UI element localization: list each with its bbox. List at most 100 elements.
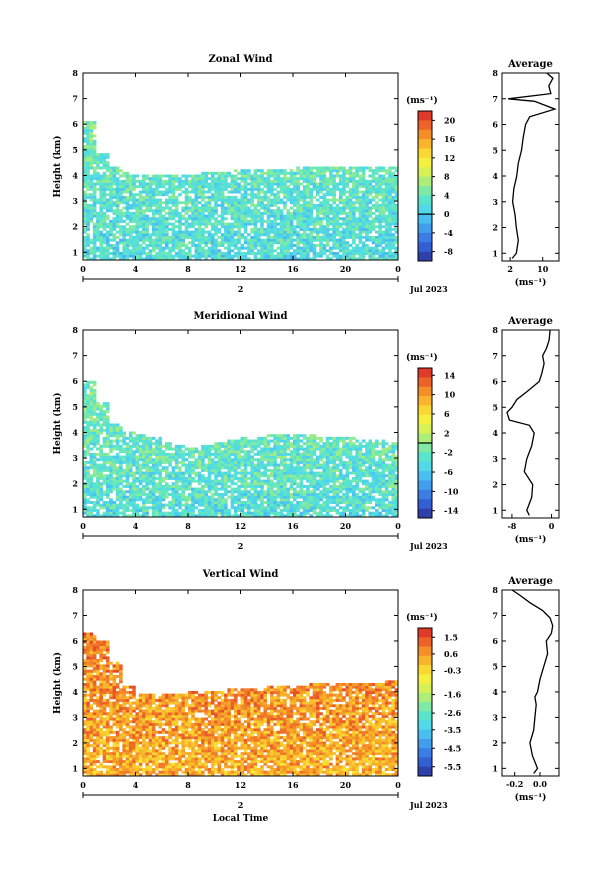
heatmap-cell: [279, 508, 284, 512]
heatmap-cell: [329, 460, 333, 464]
heatmap-cell: [178, 182, 182, 186]
heatmap-cell: [338, 201, 343, 205]
heatmap-cell: [194, 179, 199, 183]
heatmap-cell: [332, 235, 336, 239]
heatmap-cell: [151, 195, 156, 199]
heatmap-cell: [135, 455, 140, 459]
heatmap-cell: [92, 241, 97, 245]
heatmap-cell: [142, 230, 146, 234]
heatmap-cell: [132, 450, 136, 454]
heatmap-cell: [168, 195, 172, 199]
heatmap-cell: [384, 185, 389, 189]
heatmap-cell: [319, 508, 323, 512]
heatmap-cell: [243, 442, 248, 446]
heatmap-cell: [115, 506, 120, 510]
heatmap-cell: [299, 198, 304, 202]
heatmap-cell: [217, 190, 222, 194]
heatmap-cell: [293, 492, 297, 496]
heatmap-cell: [266, 190, 271, 194]
heatmap-cell: [86, 209, 90, 213]
heatmap-cell: [155, 257, 159, 261]
heatmap-cell: [138, 492, 143, 496]
heatmap-cell: [125, 458, 130, 462]
heatmap-cell: [181, 471, 186, 475]
heatmap-cell: [319, 177, 323, 181]
heatmap-cell: [266, 211, 271, 215]
heatmap-cell: [342, 246, 346, 250]
heatmap-cell: [260, 498, 264, 502]
heatmap-cell: [83, 254, 87, 258]
heatmap-cell: [89, 203, 94, 207]
heatmap-cell: [266, 455, 271, 459]
heatmap-cell: [214, 484, 218, 488]
heatmap-cell: [329, 487, 333, 491]
heatmap-cell: [302, 452, 307, 456]
heatmap-cell: [86, 484, 90, 488]
heatmap-cell: [319, 495, 323, 499]
heatmap-cell: [332, 211, 336, 215]
heatmap-cell: [302, 243, 307, 247]
heatmap-cell: [299, 458, 304, 462]
heatmap-cell: [227, 241, 231, 245]
heatmap-cell: [270, 506, 274, 510]
heatmap-cell: [233, 251, 238, 255]
heatmap-cell: [322, 249, 327, 253]
heatmap-cell: [171, 492, 176, 496]
heatmap-cell: [325, 209, 330, 213]
heatmap-cell: [161, 444, 166, 448]
heatmap-cell: [250, 468, 254, 472]
heatmap-cell: [151, 243, 156, 247]
heatmap-cell: [86, 439, 90, 443]
heatmap-cell: [365, 217, 369, 221]
heatmap-cell: [394, 230, 399, 234]
heatmap-cell: [237, 230, 241, 234]
heatmap-cell: [394, 177, 399, 181]
heatmap-cell: [142, 198, 146, 202]
heatmap-cell: [279, 492, 284, 496]
heatmap-cell: [243, 217, 248, 221]
heatmap-cell: [214, 203, 218, 207]
heatmap-cell: [309, 466, 313, 470]
heatmap-cell: [355, 198, 359, 202]
heatmap-cell: [286, 490, 291, 494]
heatmap-cell: [342, 233, 346, 237]
heatmap-cell: [358, 190, 363, 194]
heatmap-cell: [296, 190, 300, 194]
heatmap-cell: [224, 479, 228, 483]
heatmap-cell: [253, 187, 258, 191]
heatmap-cell: [279, 490, 284, 494]
heatmap-cell: [391, 233, 396, 237]
heatmap-cell: [270, 182, 274, 186]
heatmap-cell: [273, 254, 277, 258]
heatmap-cell: [138, 209, 143, 213]
heatmap-cell: [181, 209, 186, 213]
heatmap-cell: [210, 487, 215, 491]
heatmap-cell: [92, 466, 97, 470]
heatmap-cell: [293, 479, 297, 483]
heatmap-cell: [240, 254, 245, 258]
heatmap-cell: [174, 490, 179, 494]
heatmap-cell: [158, 243, 163, 247]
heatmap-cell: [86, 163, 90, 167]
heatmap-cell: [371, 227, 376, 231]
heatmap-cell: [299, 203, 304, 207]
heatmap-cell: [99, 153, 103, 157]
heatmap-cell: [325, 193, 330, 197]
heatmap-cell: [184, 458, 189, 462]
heatmap-cell: [276, 500, 281, 504]
heatmap-cell: [302, 195, 307, 199]
heatmap-cell: [204, 182, 208, 186]
heatmap-cell: [279, 468, 284, 472]
heatmap-cell: [260, 249, 264, 253]
heatmap-cell: [158, 503, 163, 507]
heatmap-cell: [325, 206, 330, 210]
heatmap-cell: [89, 193, 94, 197]
heatmap-cell: [276, 179, 281, 183]
heatmap-cell: [201, 177, 205, 181]
heatmap-cell: [345, 230, 350, 234]
heatmap-cell: [381, 169, 386, 173]
heatmap-cell: [138, 249, 143, 253]
heatmap-cell: [276, 442, 281, 446]
heatmap-cell: [158, 246, 163, 250]
heatmap-cell: [240, 447, 245, 451]
